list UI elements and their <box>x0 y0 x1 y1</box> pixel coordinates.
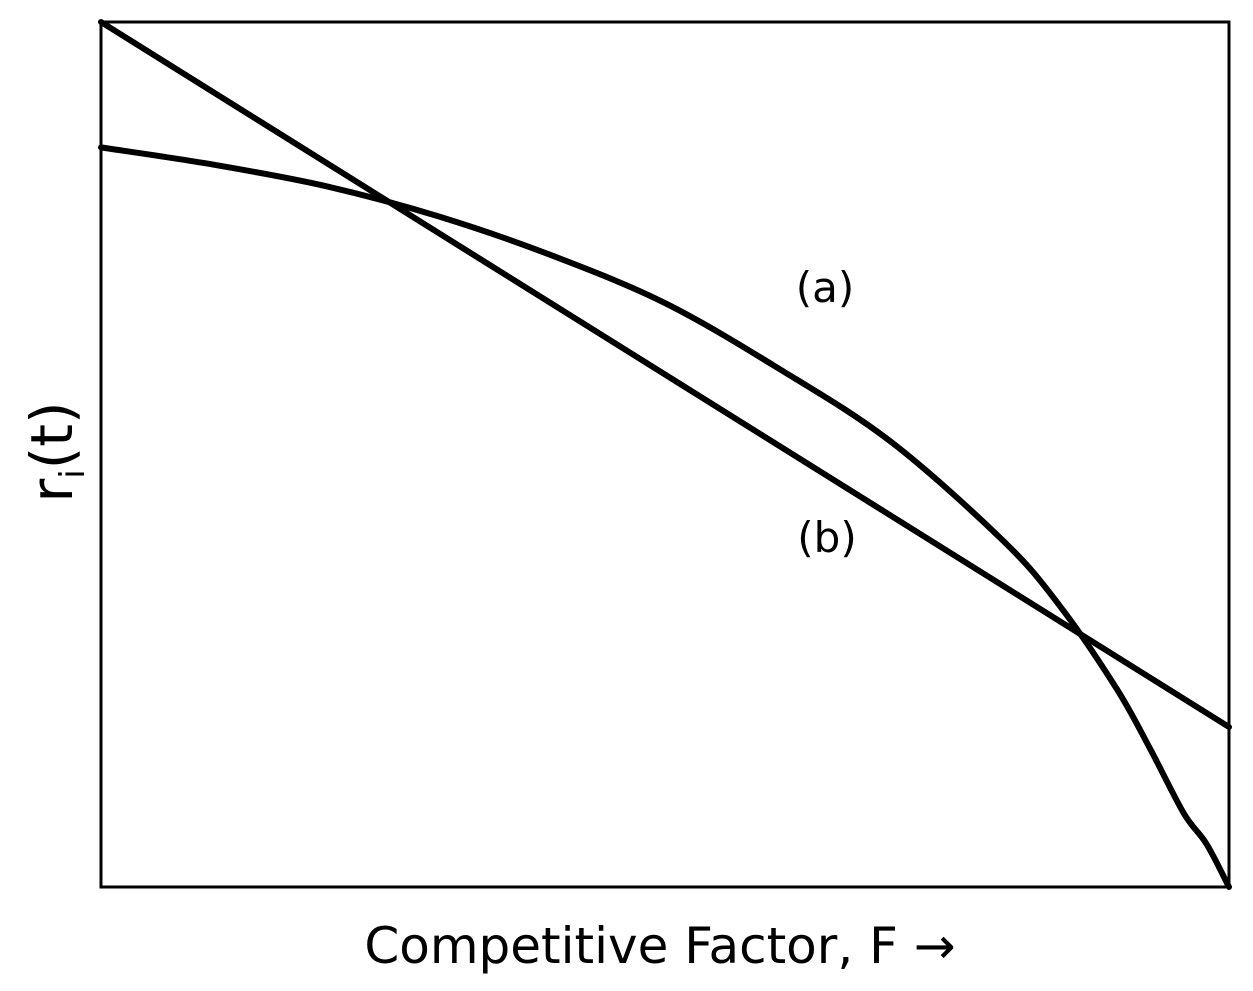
y-axis-label: ri(t) <box>18 401 93 502</box>
series-line-a <box>98 144 1232 890</box>
series-line-b <box>98 19 1232 730</box>
series-layer <box>98 19 1232 890</box>
y-axis-label-suffix: (t) <box>18 401 86 469</box>
y-axis-label-main: r <box>18 479 86 503</box>
svg-text:ri(t): ri(t) <box>18 401 93 502</box>
series-label-b: (b) <box>797 513 856 562</box>
plot-frame <box>99 20 1231 889</box>
y-axis-label-subscript: i <box>53 469 93 478</box>
series-label-layer: (a) (b) <box>796 263 857 562</box>
x-axis-label: Competitive Factor, F → <box>364 917 955 975</box>
series-label-a: (a) <box>796 263 855 312</box>
